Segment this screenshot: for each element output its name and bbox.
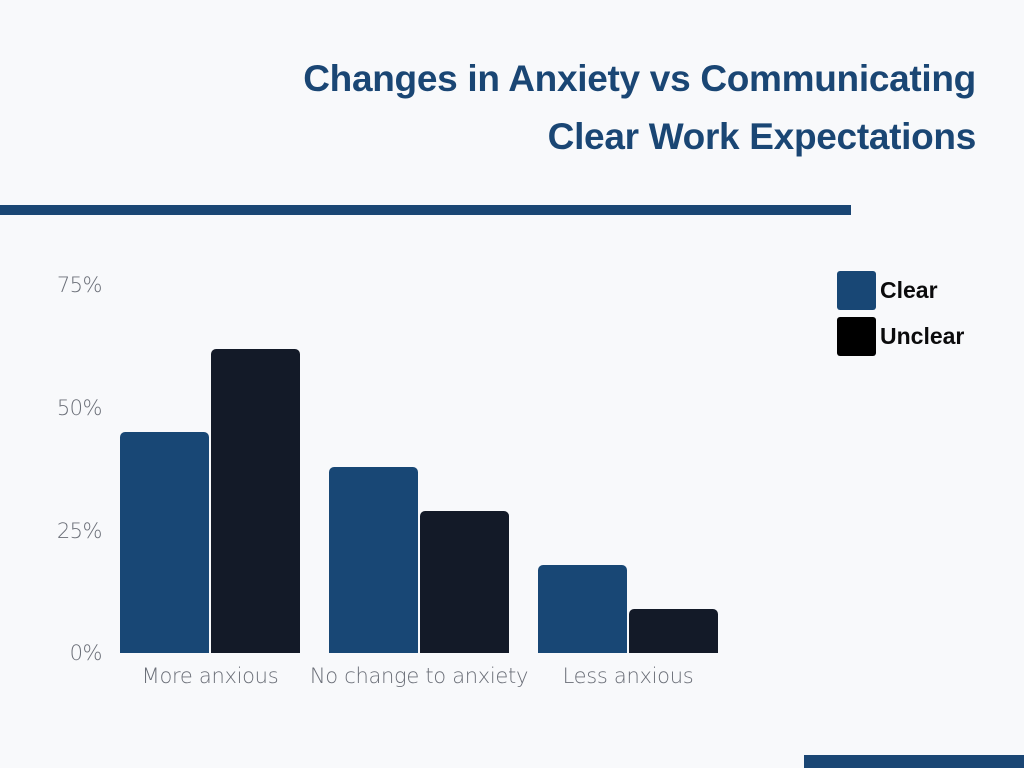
y-tick-50: 50% (56, 396, 103, 420)
x-label-less-anxious: Less anxious (562, 664, 694, 688)
bar-clear-no-change-to-anxiety (329, 466, 418, 653)
legend-swatch-unclear (837, 317, 876, 356)
bar-unclear-more-anxious (211, 348, 300, 653)
bar-unclear-less-anxious (629, 608, 718, 653)
chart-title-line-2: Clear Work Expectations (547, 116, 977, 157)
title-divider (0, 205, 851, 215)
bar-unclear-no-change-to-anxiety (420, 510, 509, 653)
legend-label-clear: Clear (880, 277, 938, 303)
x-label-no-change: No change to anxiety (309, 664, 529, 688)
legend-swatch-clear (837, 271, 876, 310)
y-tick-0: 0% (69, 641, 103, 665)
legend-label-unclear: Unclear (880, 323, 965, 349)
bar-clear-less-anxious (538, 564, 627, 653)
footer-accent-bar (804, 755, 1024, 768)
chart-title: Changes in Anxiety vs Communicating Clea… (303, 50, 976, 166)
x-label-more-anxious: More anxious (141, 664, 279, 688)
chart-title-line-1: Changes in Anxiety vs Communicating (303, 58, 976, 99)
y-tick-75: 75% (56, 273, 103, 297)
bar-clear-more-anxious (120, 432, 209, 653)
y-tick-25: 25% (56, 519, 103, 543)
